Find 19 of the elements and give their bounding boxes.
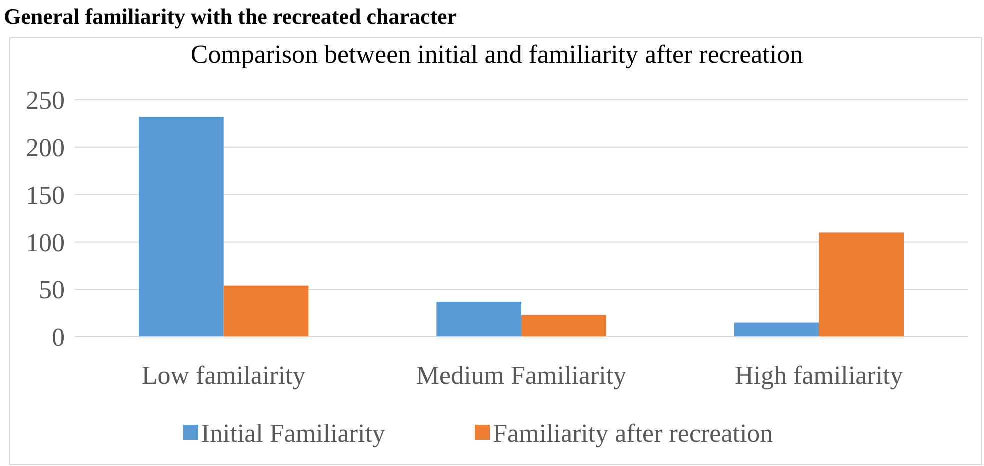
chart-title: Comparison between initial and familiarity after recreation — [190, 40, 804, 69]
y-tick-label: 200 — [26, 134, 65, 162]
x-tick-label: High familiarity — [735, 361, 904, 390]
text: General familiarity with the recreated character — [4, 4, 458, 29]
y-tick-label: 0 — [52, 323, 65, 352]
x-tick-label: Low familairity — [142, 361, 306, 390]
bar — [436, 302, 522, 337]
y-tick-label: 50 — [39, 276, 65, 305]
bar — [734, 322, 820, 337]
y-tick-label: 150 — [26, 180, 65, 210]
legend-label: Initial Familiarity — [201, 419, 386, 448]
x-tick-label: Medium Familiarity — [416, 361, 627, 390]
bar — [819, 232, 904, 337]
bar — [224, 286, 309, 337]
bar — [522, 315, 606, 337]
bar — [139, 117, 224, 337]
y-tick-label: 250 — [26, 86, 65, 116]
legend-label: Familiarity after recreation — [493, 419, 774, 448]
y-tick-label: 100 — [26, 228, 65, 258]
